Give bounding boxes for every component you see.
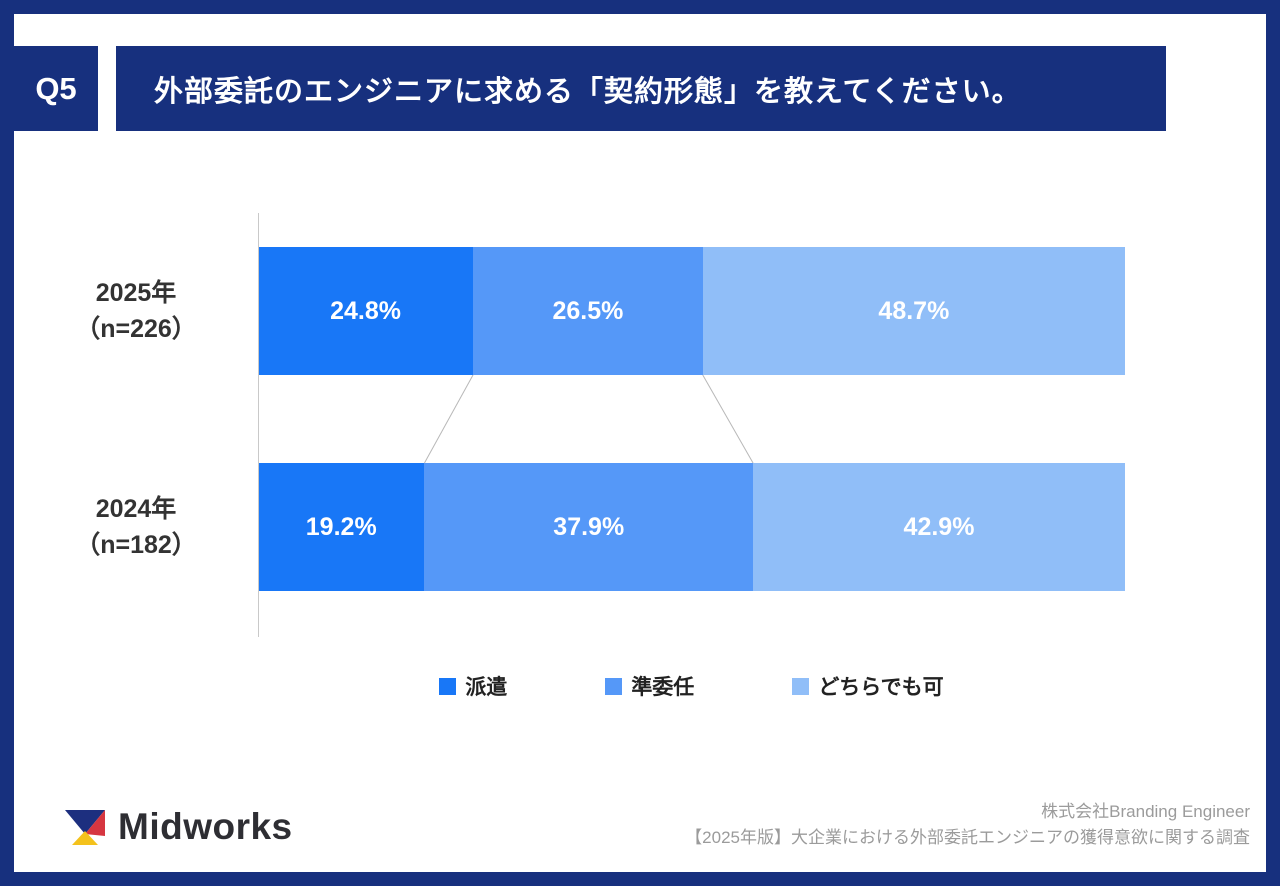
bar-segment-準委任: 37.9% — [424, 463, 754, 591]
page-title: 外部委託のエンジニアに求める「契約形態」を教えてください。 — [116, 46, 1166, 131]
midworks-logo-icon — [65, 810, 105, 845]
stacked-bar-chart: 2025年 （n=226） 2024年 （n=182） 24.8% 26.5% 48.7%… — [14, 213, 1125, 637]
bar-segment-どちらでも可: 48.7% — [702, 247, 1125, 375]
bar-segment-派遣: 19.2% — [258, 463, 425, 591]
legend-label: どちらでも可 — [818, 676, 944, 699]
segment-value-label: 19.2% — [305, 512, 377, 541]
footer: Midworks 株式会社Branding Engineer 【2025年版】大… — [14, 799, 1266, 872]
connector-lines — [258, 375, 1125, 463]
legend-label: 派遣 — [465, 676, 508, 699]
label-gap — [14, 375, 258, 463]
question-header: Q5 外部委託のエンジニアに求める「契約形態」を教えてください。 — [14, 46, 1166, 131]
bar-segment-準委任: 26.5% — [473, 247, 703, 375]
legend-label: 準委任 — [631, 676, 695, 699]
question-number-badge: Q5 — [14, 46, 98, 131]
segment-value-label: 42.9% — [903, 512, 975, 541]
segment-value-label: 37.9% — [553, 512, 625, 541]
plot-column: 24.8% 26.5% 48.7% 19.2% 37.9% 42.9% — [258, 213, 1125, 637]
category-label: 2024年 （n=182） — [75, 494, 197, 559]
logo-text: Midworks — [118, 806, 293, 847]
legend-swatch-icon — [439, 677, 457, 695]
stacked-bar: 24.8% 26.5% 48.7% — [258, 247, 1125, 375]
bar-segment-どちらでも可: 42.9% — [753, 463, 1125, 591]
segment-value-label: 48.7% — [878, 296, 950, 325]
segment-value-label: 24.8% — [330, 296, 401, 325]
y-axis-line — [258, 213, 259, 637]
legend-swatch-icon — [792, 677, 810, 695]
legend-item: 準委任 — [605, 671, 694, 701]
connector-gap — [258, 375, 1125, 463]
segment-value-label: 26.5% — [552, 296, 624, 325]
stacked-bar: 19.2% 37.9% 42.9% — [258, 463, 1125, 591]
legend-item: 派遣 — [439, 671, 507, 701]
midworks-logo: Midworks — [62, 804, 293, 850]
bar-segment-派遣: 24.8% — [258, 247, 474, 375]
survey-credits: 株式会社Branding Engineer 【2025年版】大企業における外部委… — [685, 799, 1250, 850]
legend-swatch-icon — [605, 677, 623, 695]
legend-item: どちらでも可 — [792, 671, 944, 701]
labels-column: 2025年 （n=226） 2024年 （n=182） — [14, 247, 258, 591]
legend: 派遣 準委任 どちらでも可 — [258, 671, 1125, 701]
credit-company: 株式会社Branding Engineer — [1041, 802, 1250, 821]
credit-survey-name: 【2025年版】大企業における外部委託エンジニアの獲得意欲に関する調査 — [685, 827, 1250, 847]
category-label: 2025年 （n=226） — [75, 278, 197, 343]
